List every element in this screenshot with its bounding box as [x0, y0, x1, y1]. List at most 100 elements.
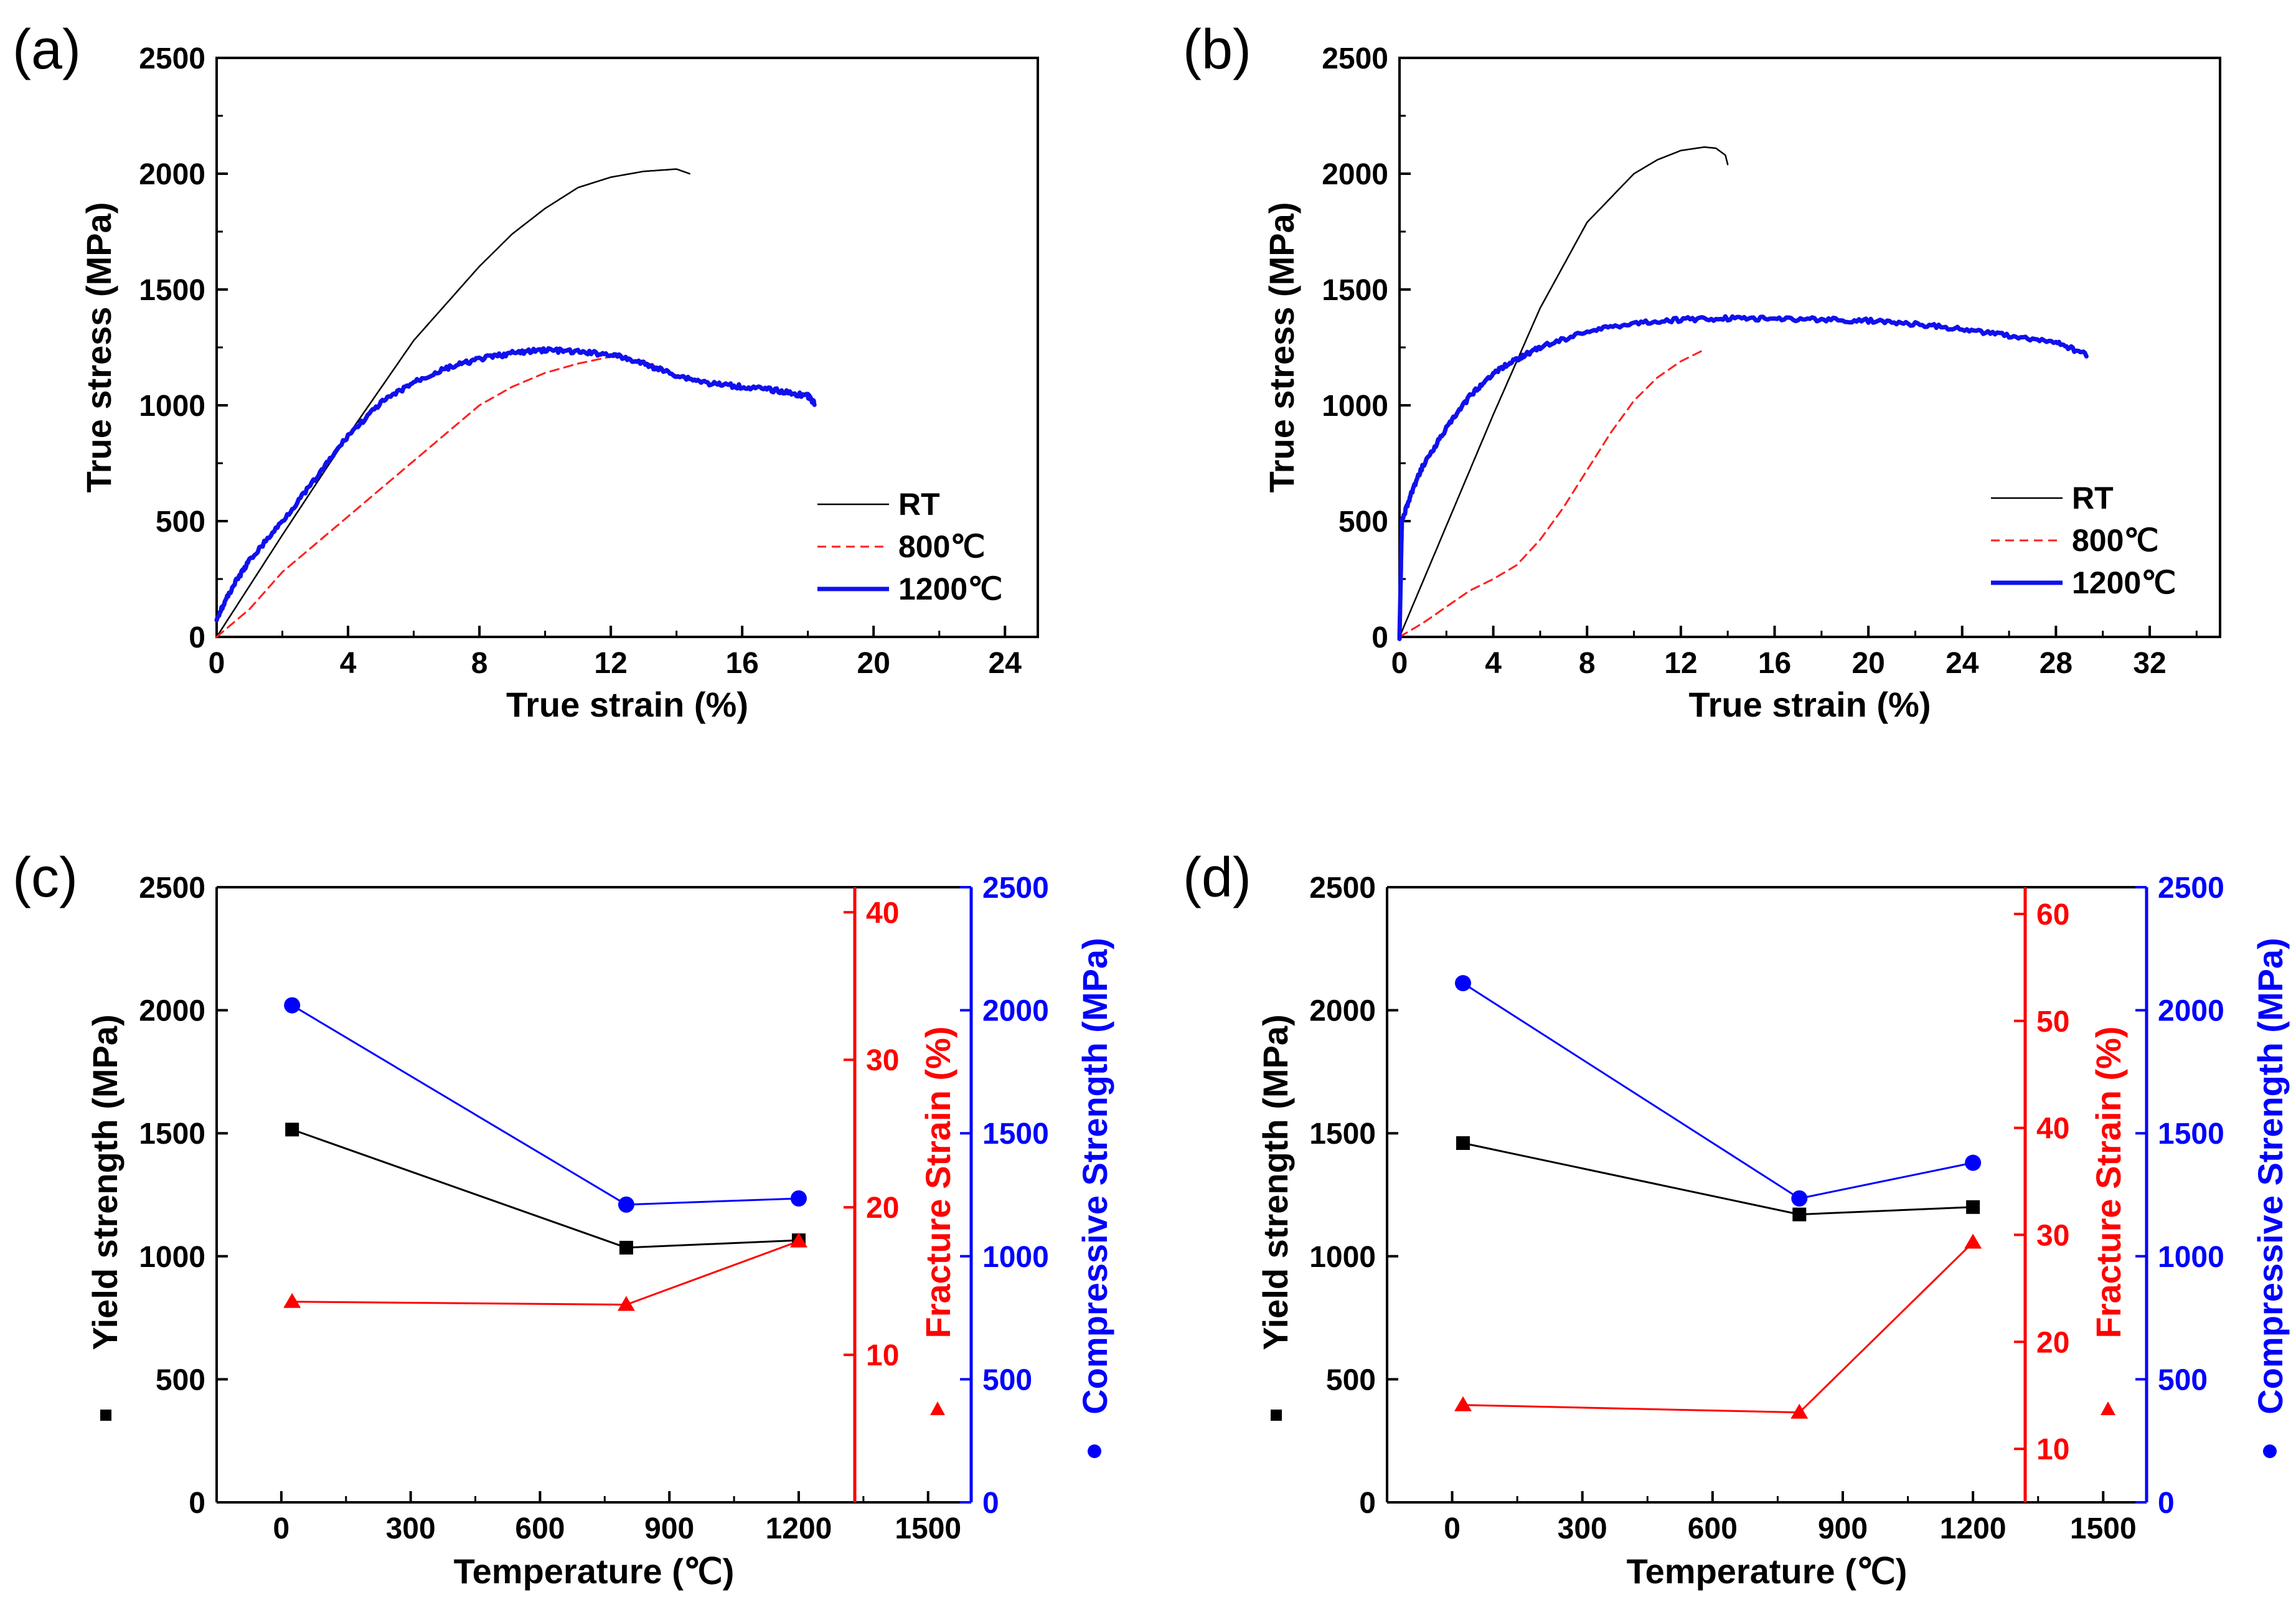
y-tick-label: 1500: [139, 1118, 205, 1151]
triangle-marker-icon: [930, 1401, 945, 1415]
compressive-tick-label: 0: [982, 1487, 999, 1520]
panel-label: (a): [12, 19, 81, 81]
compressive-tick-label: 1500: [2158, 1118, 2224, 1151]
fracture-tick-label: 40: [2036, 1113, 2069, 1146]
y-tick-label: 2000: [139, 158, 205, 191]
data-point-square: [1792, 1207, 1807, 1222]
data-point-triangle: [1454, 1396, 1472, 1411]
data-point-triangle: [617, 1296, 635, 1311]
fracture-axis-label: Fracture Strain (%): [2089, 1027, 2128, 1339]
fracture-tick-label: 20: [2036, 1326, 2069, 1359]
compressive-tick-label: 500: [2158, 1363, 2208, 1396]
x-tick-label: 20: [1851, 647, 1884, 680]
y-tick-label: 1500: [139, 274, 205, 307]
x-tick-label: 0: [273, 1512, 290, 1545]
y-tick-label: 1500: [1322, 274, 1388, 307]
compressive-tick-label: 2500: [2158, 872, 2224, 905]
y-tick-label: 2500: [139, 872, 205, 905]
x-tick-label: 24: [1945, 647, 1979, 680]
fracture-tick-label: 50: [2036, 1005, 2069, 1038]
x-tick-label: 20: [857, 647, 890, 680]
chart-panel-1: (b) 0 4 8 12 16 20 24 28 32 0 500 1000 1500 2000 2500 Tr…: [1183, 19, 2221, 724]
x-tick-label: 600: [515, 1512, 565, 1545]
data-point-circle: [1965, 1154, 1982, 1171]
y-tick-label: 0: [189, 1487, 205, 1520]
chart-panel-2: (c)0 300 600 900 1200 15000500100015002000250…: [12, 847, 1114, 1591]
fracture-tick-label: 10: [866, 1339, 899, 1372]
x-tick-label: 16: [1758, 647, 1791, 680]
y-tick-label: 1000: [139, 1241, 205, 1274]
legend-label: 1200℃: [2072, 565, 2176, 600]
y-tick-label: 2000: [1309, 995, 1376, 1028]
data-point-square: [285, 1123, 299, 1137]
x-axis-label: True strain (%): [506, 685, 748, 724]
x-tick-label: 1500: [2070, 1512, 2137, 1545]
series-line-1200℃: [214, 346, 817, 623]
series-line-Fracture Strain: [292, 1240, 799, 1306]
y-tick-label: 2000: [139, 995, 205, 1028]
chart-panel-0: (a) 0 4 8 12 16 20 24 0 500 1000 1500 2000 2500 True s…: [12, 19, 1039, 724]
x-tick-label: 0: [1444, 1512, 1461, 1545]
x-tick-label: 0: [1391, 647, 1408, 680]
series-line-Yield strength: [291, 1128, 799, 1249]
data-point-square: [619, 1240, 633, 1255]
compressive-tick-label: 2500: [982, 872, 1049, 905]
x-tick-label: 4: [340, 647, 357, 680]
panel-label: (b): [1183, 19, 1251, 81]
circle-marker-icon: [2263, 1444, 2277, 1458]
series-line-1200℃: [1397, 314, 2089, 641]
y-tick-label: 0: [1359, 1487, 1376, 1520]
x-tick-label: 12: [594, 647, 627, 680]
compressive-tick-label: 0: [2158, 1487, 2175, 1520]
compressive-tick-label: 1000: [982, 1241, 1049, 1274]
data-point-circle: [790, 1190, 807, 1207]
chart-panel-3: (d)0 300 600 900 1200 15000500100015002000250…: [1183, 847, 2290, 1591]
compressive-tick-label: 2000: [982, 995, 1049, 1028]
y-tick-label: 1500: [1309, 1118, 1376, 1151]
series-line-Fracture Strain: [1462, 1241, 1974, 1414]
y-tick-label: 1000: [1309, 1241, 1376, 1274]
fracture-axis-label: Fracture Strain (%): [918, 1027, 957, 1339]
y-tick-label: 2500: [139, 42, 205, 75]
x-tick-label: 28: [2040, 647, 2073, 680]
compressive-axis-label: Compressive Strength (MPa): [2251, 938, 2290, 1415]
y-tick-label: 500: [156, 506, 205, 539]
x-tick-label: 600: [1688, 1512, 1738, 1545]
x-tick-label: 1500: [895, 1512, 961, 1545]
y-tick-label: 1000: [1322, 390, 1388, 423]
y-axis-label: Yield strength (MPa): [1256, 1014, 1295, 1350]
compressive-tick-label: 2000: [2158, 995, 2224, 1028]
panel-label: (d): [1183, 847, 1251, 909]
series-line-RT: [1398, 146, 1729, 638]
data-point-circle: [618, 1196, 634, 1213]
square-marker-icon: [1271, 1410, 1282, 1421]
legend-label: RT: [898, 487, 940, 522]
fracture-tick-label: 60: [2036, 898, 2069, 931]
x-axis-label: Temperature (℃): [454, 1552, 735, 1591]
x-tick-label: 12: [1664, 647, 1697, 680]
legend-label: RT: [2072, 481, 2114, 516]
y-tick-label: 2500: [1322, 42, 1388, 75]
y-tick-label: 0: [1371, 621, 1388, 654]
x-tick-label: 4: [1485, 647, 1502, 680]
y-tick-label: 2000: [1322, 158, 1388, 191]
x-tick-label: 1200: [1940, 1512, 2007, 1545]
legend-label: 1200℃: [898, 572, 1002, 606]
series-line-Compressive Strength: [291, 1004, 799, 1206]
compressive-tick-label: 500: [982, 1363, 1032, 1396]
square-marker-icon: [100, 1410, 111, 1421]
fracture-tick-label: 20: [866, 1192, 899, 1225]
legend-label: 800℃: [898, 529, 986, 564]
x-axis-label: True strain (%): [1689, 685, 1931, 724]
y-axis-label: Yield strength (MPa): [85, 1014, 125, 1350]
compressive-axis-label: Compressive Strength (MPa): [1075, 938, 1114, 1415]
y-axis-label: True stress (MPa): [79, 202, 118, 493]
x-tick-label: 1200: [766, 1512, 832, 1545]
data-point-circle: [1455, 975, 1471, 992]
data-point-triangle: [789, 1232, 807, 1248]
series-line-800℃: [215, 356, 678, 638]
x-axis-label: Temperature (℃): [1627, 1552, 1908, 1591]
data-point-triangle: [1790, 1403, 1809, 1419]
fracture-tick-label: 30: [2036, 1219, 2069, 1252]
series-line-800℃: [1398, 349, 1705, 638]
